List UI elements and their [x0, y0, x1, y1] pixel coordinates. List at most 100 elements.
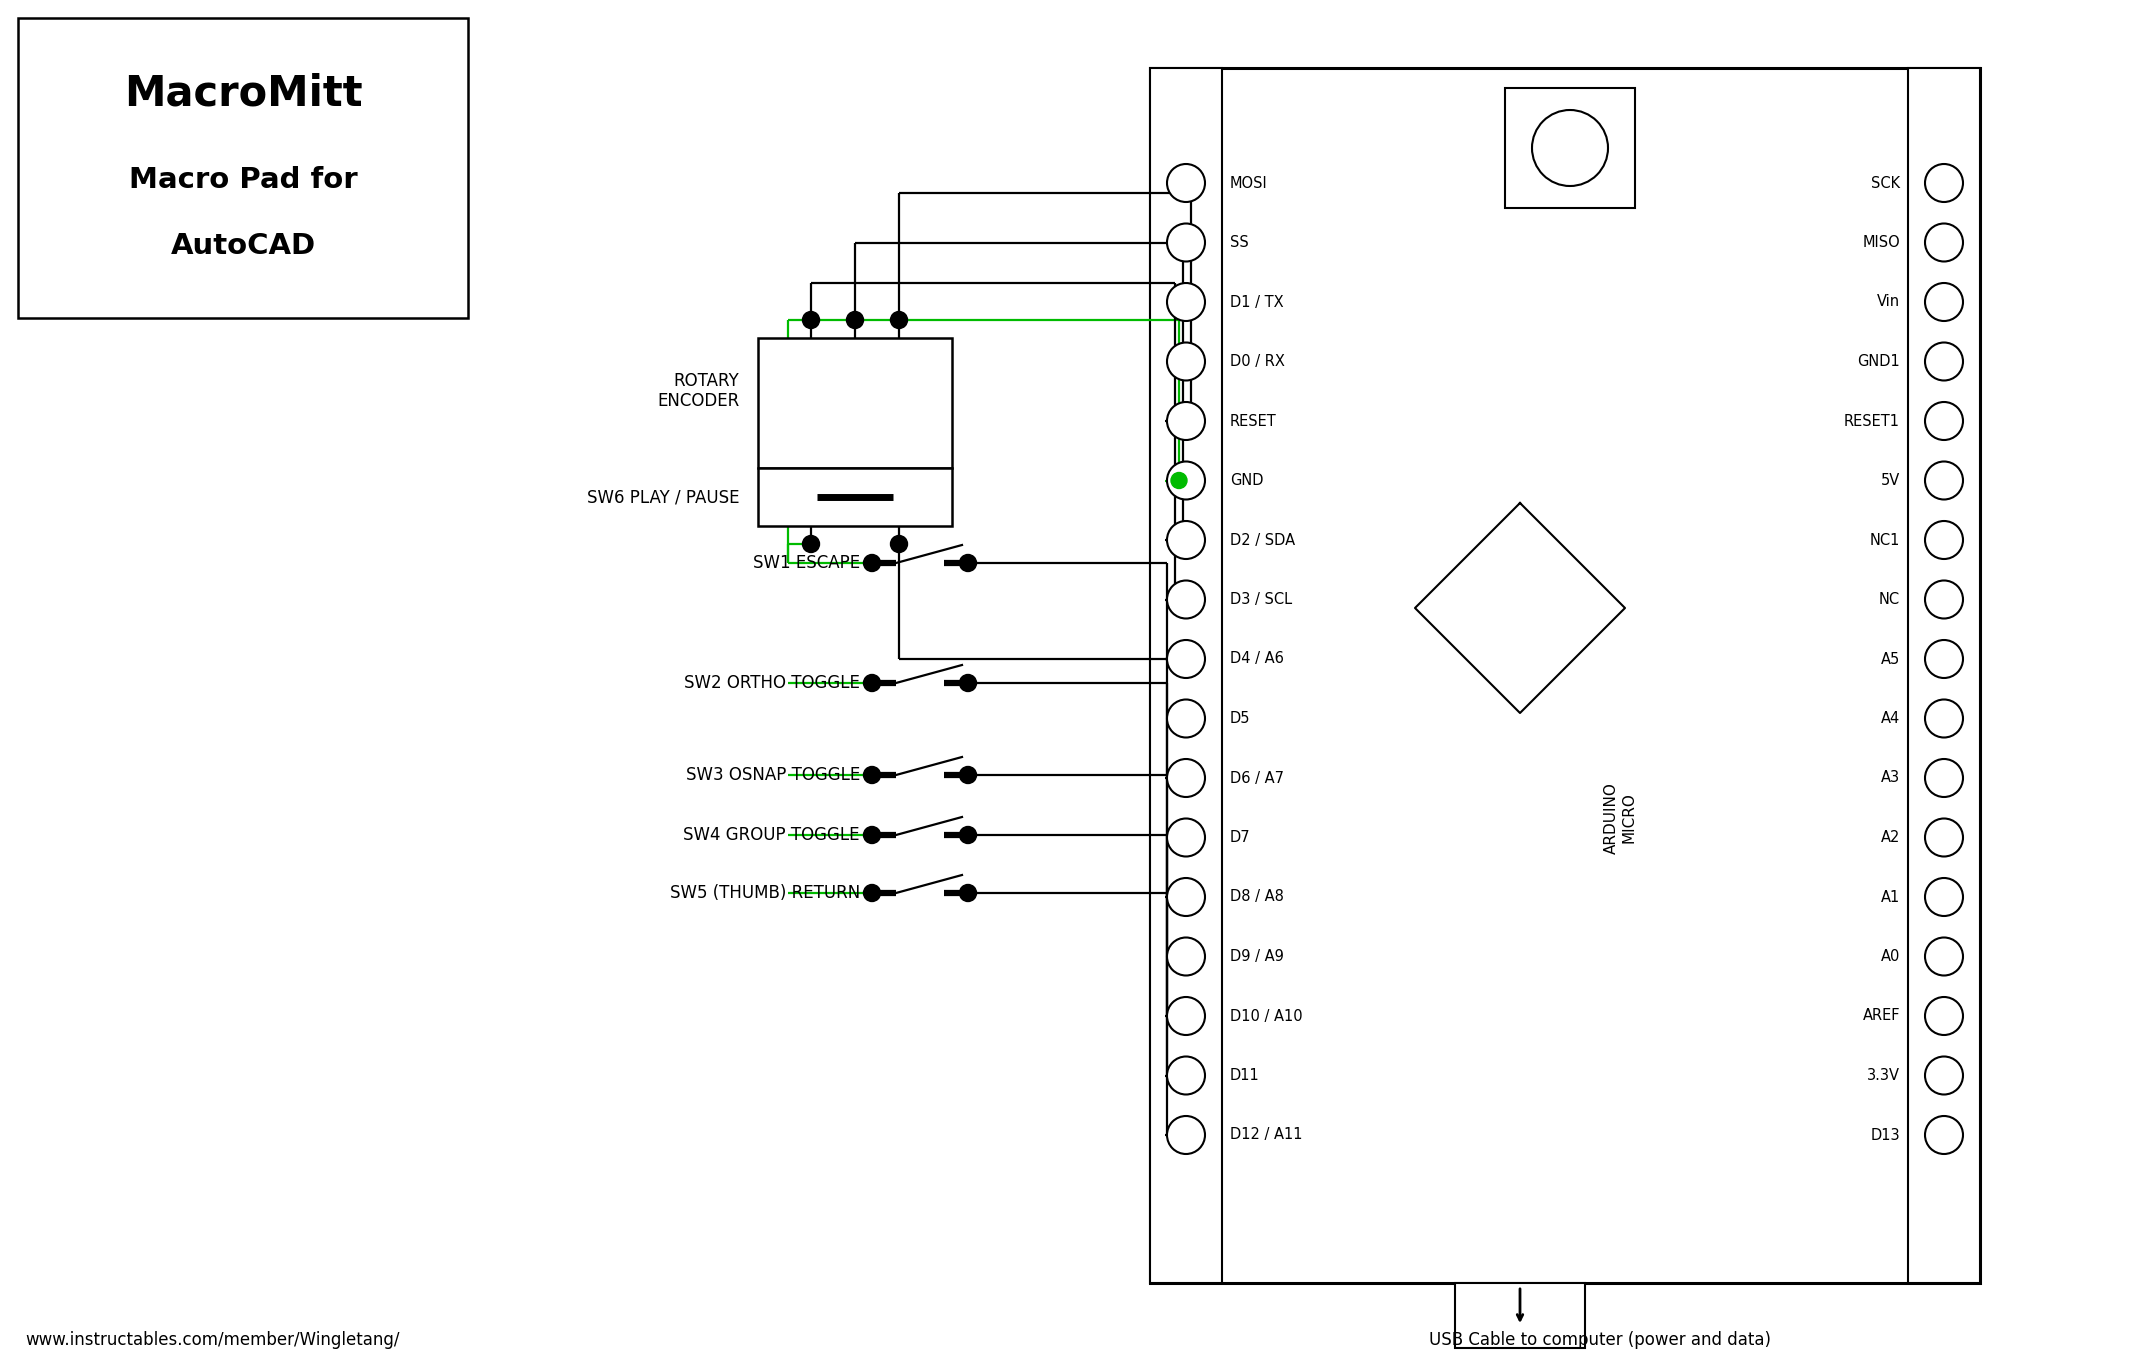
Circle shape [1168, 461, 1205, 499]
Circle shape [959, 826, 977, 844]
Text: D9 / A9: D9 / A9 [1230, 949, 1284, 964]
Circle shape [1168, 580, 1205, 618]
Text: MacroMitt: MacroMitt [125, 73, 361, 114]
Text: D0 / RX: D0 / RX [1230, 354, 1284, 369]
Text: SW2 ORTHO TOGGLE: SW2 ORTHO TOGGLE [684, 674, 860, 692]
Text: D8 / A8: D8 / A8 [1230, 889, 1284, 904]
Text: ARDUINO
MICRO: ARDUINO MICRO [1605, 782, 1637, 854]
Text: A5: A5 [1880, 651, 1899, 666]
Text: NC1: NC1 [1869, 532, 1899, 547]
Bar [1151, 68, 1222, 1283]
Text: GND1: GND1 [1856, 354, 1899, 369]
Circle shape [1925, 580, 1964, 618]
Circle shape [959, 885, 977, 902]
Text: ROTARY
ENCODER: ROTARY ENCODER [658, 372, 740, 410]
Circle shape [1168, 1116, 1205, 1155]
Text: SW3 OSNAP TOGGLE: SW3 OSNAP TOGGLE [686, 766, 860, 784]
Bar [757, 338, 953, 468]
Text: SW6 PLAY / PAUSE: SW6 PLAY / PAUSE [587, 488, 740, 506]
Text: AutoCAD: AutoCAD [170, 233, 316, 260]
Text: GND: GND [1230, 473, 1263, 488]
Circle shape [1168, 818, 1205, 856]
Text: A0: A0 [1880, 949, 1899, 964]
Circle shape [802, 312, 820, 328]
Circle shape [959, 674, 977, 691]
Circle shape [863, 554, 880, 572]
Circle shape [1168, 223, 1205, 261]
Circle shape [1925, 937, 1964, 975]
Circle shape [1925, 223, 1964, 261]
Circle shape [1925, 164, 1964, 202]
Circle shape [1925, 699, 1964, 737]
Circle shape [1168, 283, 1205, 321]
Text: D12 / A11: D12 / A11 [1230, 1127, 1304, 1142]
Text: 5V: 5V [1880, 473, 1899, 488]
Text: SW4 GROUP TOGGLE: SW4 GROUP TOGGLE [684, 826, 860, 844]
Circle shape [847, 312, 863, 328]
Bar [757, 468, 953, 527]
Text: RESET: RESET [1230, 413, 1278, 428]
Text: AREF: AREF [1863, 1008, 1899, 1023]
Circle shape [1925, 878, 1964, 917]
Bar [1454, 1283, 1585, 1347]
Circle shape [1925, 1056, 1964, 1094]
Circle shape [863, 885, 880, 902]
Circle shape [1925, 342, 1964, 380]
Text: D11: D11 [1230, 1068, 1260, 1083]
Text: RESET1: RESET1 [1843, 413, 1899, 428]
Text: SCK: SCK [1871, 175, 1899, 190]
Circle shape [1925, 759, 1964, 798]
Circle shape [1532, 109, 1609, 186]
Circle shape [1168, 521, 1205, 560]
Text: MISO: MISO [1863, 235, 1899, 250]
Text: A3: A3 [1880, 770, 1899, 785]
Text: D3 / SCL: D3 / SCL [1230, 592, 1293, 607]
Circle shape [863, 826, 880, 844]
Text: D5: D5 [1230, 711, 1250, 726]
Text: NC: NC [1878, 592, 1899, 607]
Circle shape [1925, 640, 1964, 679]
Circle shape [1168, 1056, 1205, 1094]
Text: SS: SS [1230, 235, 1250, 250]
Text: SW1 ESCAPE: SW1 ESCAPE [753, 554, 860, 572]
Circle shape [959, 554, 977, 572]
Circle shape [1168, 342, 1205, 380]
Circle shape [1925, 997, 1964, 1036]
Text: Macro Pad for: Macro Pad for [129, 166, 357, 194]
Text: MOSI: MOSI [1230, 175, 1267, 190]
Text: SW5 (THUMB) RETURN: SW5 (THUMB) RETURN [669, 884, 860, 902]
Circle shape [1925, 283, 1964, 321]
Circle shape [891, 312, 908, 328]
Bar [1151, 68, 1981, 1283]
Bar [1908, 68, 1981, 1283]
Bar [17, 18, 469, 317]
Circle shape [959, 766, 977, 784]
Circle shape [1925, 461, 1964, 499]
Circle shape [1168, 937, 1205, 975]
Text: D6 / A7: D6 / A7 [1230, 770, 1284, 785]
Circle shape [1168, 640, 1205, 679]
Circle shape [1168, 699, 1205, 737]
Circle shape [1925, 818, 1964, 856]
Text: D13: D13 [1871, 1127, 1899, 1142]
Text: D7: D7 [1230, 830, 1250, 845]
Text: Vin: Vin [1878, 294, 1899, 309]
Circle shape [863, 674, 880, 691]
Circle shape [863, 766, 880, 784]
Circle shape [1168, 759, 1205, 798]
Circle shape [1168, 402, 1205, 440]
Circle shape [1168, 997, 1205, 1036]
Text: www.instructables.com/member/Wingletang/: www.instructables.com/member/Wingletang/ [26, 1331, 400, 1349]
Text: D2 / SDA: D2 / SDA [1230, 532, 1295, 547]
Text: A4: A4 [1880, 711, 1899, 726]
Circle shape [1925, 1116, 1964, 1155]
Text: D1 / TX: D1 / TX [1230, 294, 1284, 309]
Circle shape [891, 535, 908, 553]
Text: A1: A1 [1880, 889, 1899, 904]
Text: 3.3V: 3.3V [1867, 1068, 1899, 1083]
Text: USB Cable to computer (power and data): USB Cable to computer (power and data) [1428, 1331, 1770, 1349]
Text: A2: A2 [1880, 830, 1899, 845]
Circle shape [1170, 472, 1187, 488]
Circle shape [802, 535, 820, 553]
Text: D10 / A10: D10 / A10 [1230, 1008, 1304, 1023]
